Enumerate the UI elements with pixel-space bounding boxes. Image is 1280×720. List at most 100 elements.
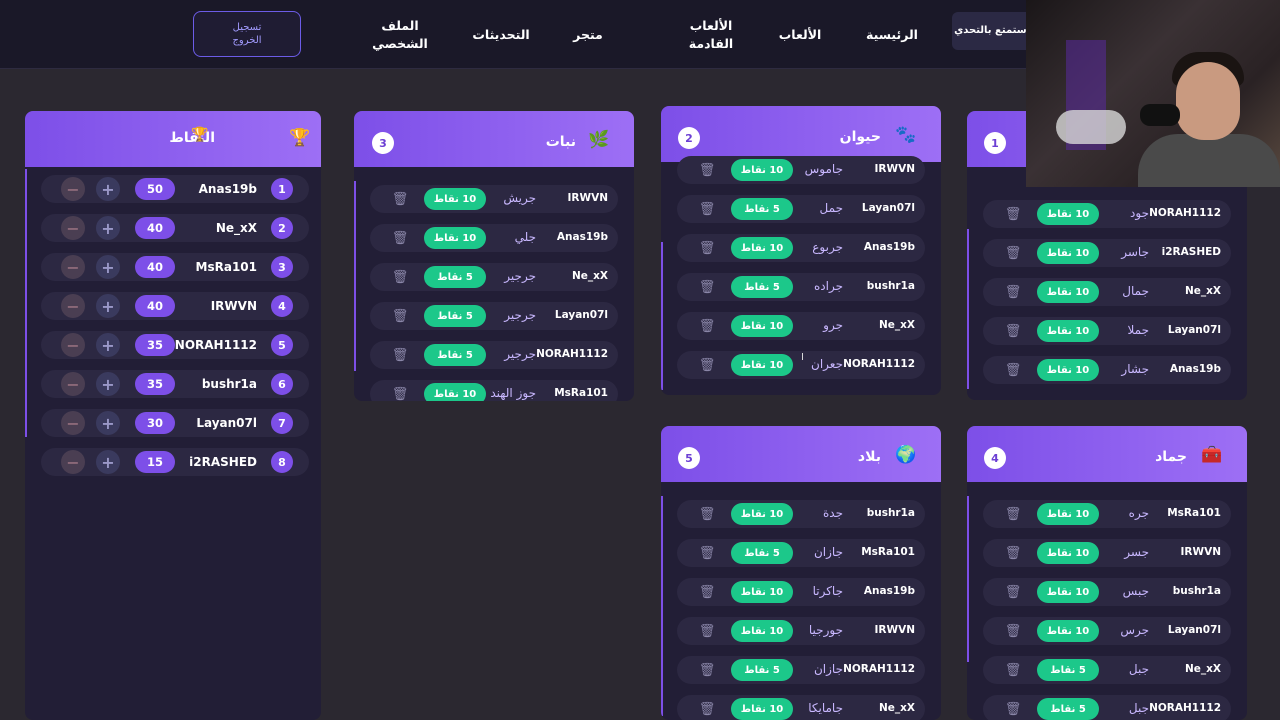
points-badge[interactable]: 10 نقاط bbox=[424, 227, 486, 249]
trash-icon[interactable]: 🗑 bbox=[391, 191, 409, 207]
trash-icon[interactable]: 🗑 bbox=[698, 162, 716, 178]
trash-icon[interactable]: 🗑 bbox=[391, 386, 409, 402]
trash-icon[interactable]: 🗑 bbox=[391, 230, 409, 246]
trash-icon[interactable]: 🗑 bbox=[1004, 284, 1022, 300]
trash-icon[interactable]: 🗑 bbox=[698, 623, 716, 639]
trash-icon[interactable]: 🗑 bbox=[1004, 245, 1022, 261]
scroll-indicator[interactable] bbox=[967, 496, 969, 662]
trash-icon[interactable]: 🗑 bbox=[1004, 662, 1022, 678]
points-badge[interactable]: 5 نقاط bbox=[731, 659, 793, 681]
trash-icon[interactable]: 🗑 bbox=[698, 701, 716, 717]
trash-icon[interactable]: 🗑 bbox=[1004, 362, 1022, 378]
points-badge[interactable]: 10 نقاط bbox=[731, 237, 793, 259]
trash-icon[interactable]: 🗑 bbox=[698, 318, 716, 334]
challenge-button[interactable]: استمتع بالتحدي bbox=[952, 12, 1038, 50]
points-badge[interactable]: 5 نقاط bbox=[424, 266, 486, 288]
trash-icon[interactable]: 🗑 bbox=[698, 279, 716, 295]
scroll-indicator[interactable] bbox=[25, 169, 27, 437]
answer-row: 🗑 5 نقاط جازان NORAH1112 bbox=[677, 656, 925, 684]
trash-icon[interactable]: 🗑 bbox=[391, 308, 409, 324]
points-badge[interactable]: 5 نقاط bbox=[731, 198, 793, 220]
decrease-score-button[interactable]: − bbox=[61, 333, 85, 357]
nav-challenges[interactable]: التحديثات bbox=[472, 27, 530, 42]
increase-score-button[interactable]: + bbox=[96, 411, 120, 435]
points-badge[interactable]: 5 نقاط bbox=[1037, 659, 1099, 681]
trash-icon[interactable]: 🗑 bbox=[391, 269, 409, 285]
points-badge[interactable]: 10 نقاط bbox=[1037, 542, 1099, 564]
points-badge[interactable]: 10 نقاط bbox=[1037, 359, 1099, 381]
points-badge[interactable]: 10 نقاط bbox=[731, 159, 793, 181]
decrease-score-button[interactable]: − bbox=[61, 216, 85, 240]
points-badge[interactable]: 10 نقاط bbox=[1037, 620, 1099, 642]
scroll-indicator[interactable] bbox=[354, 181, 356, 371]
player-name: Layan07l bbox=[861, 202, 915, 214]
logout-button[interactable]: تسجيل الخروج bbox=[193, 11, 301, 57]
points-badge[interactable]: 10 نقاط bbox=[731, 315, 793, 337]
nav-store[interactable]: متجر bbox=[573, 27, 603, 42]
answer-row: 🗑 10 نقاط جاموس IRWVN bbox=[677, 156, 925, 184]
points-badge[interactable]: 10 نقاط bbox=[1037, 242, 1099, 264]
points-badge[interactable]: 10 نقاط bbox=[424, 383, 486, 401]
increase-score-button[interactable]: + bbox=[96, 177, 120, 201]
microphone bbox=[1140, 104, 1180, 126]
points-badge[interactable]: 10 نقاط bbox=[1037, 503, 1099, 525]
decrease-score-button[interactable]: − bbox=[61, 372, 85, 396]
increase-score-button[interactable]: + bbox=[96, 294, 120, 318]
decrease-score-button[interactable]: − bbox=[61, 294, 85, 318]
points-badge[interactable]: 10 نقاط bbox=[731, 354, 793, 376]
trash-icon[interactable]: 🗑 bbox=[698, 584, 716, 600]
nav-upcoming-games[interactable]: الألعاب القادمة bbox=[688, 18, 734, 51]
trash-icon[interactable]: 🗑 bbox=[1004, 623, 1022, 639]
answer-row: 🗑 5 نقاط جازان MsRa101 bbox=[677, 539, 925, 567]
trash-icon[interactable]: 🗑 bbox=[1004, 323, 1022, 339]
points-badge[interactable]: 10 نقاط bbox=[731, 503, 793, 525]
trash-icon[interactable]: 🗑 bbox=[391, 347, 409, 363]
points-badge[interactable]: 10 نقاط bbox=[731, 620, 793, 642]
points-badge[interactable]: 5 نقاط bbox=[424, 305, 486, 327]
trash-icon[interactable]: 🗑 bbox=[1004, 506, 1022, 522]
increase-score-button[interactable]: + bbox=[96, 255, 120, 279]
trash-icon[interactable]: 🗑 bbox=[1004, 701, 1022, 717]
answer-row: 🗑 10 نقاط جود NORAH1112 bbox=[983, 200, 1231, 228]
answer-word: جرجير bbox=[504, 347, 536, 361]
trash-icon[interactable]: 🗑 bbox=[1004, 206, 1022, 222]
points-badge[interactable]: 10 نقاط bbox=[1037, 320, 1099, 342]
trash-icon[interactable]: 🗑 bbox=[1004, 545, 1022, 561]
points-badge[interactable]: 10 نقاط bbox=[1037, 281, 1099, 303]
nav-home[interactable]: الرئيسية bbox=[866, 27, 918, 42]
decrease-score-button[interactable]: − bbox=[61, 255, 85, 279]
decrease-score-button[interactable]: − bbox=[61, 450, 85, 474]
points-badge[interactable]: 5 نقاط bbox=[731, 542, 793, 564]
rank-badge: 8 bbox=[271, 451, 293, 473]
trash-icon[interactable]: 🗑 bbox=[698, 201, 716, 217]
points-badge[interactable]: 10 نقاط bbox=[1037, 203, 1099, 225]
trophy-icon: 🏆 bbox=[289, 128, 311, 148]
points-badge[interactable]: 10 نقاط bbox=[424, 188, 486, 210]
decrease-score-button[interactable]: − bbox=[61, 177, 85, 201]
points-badge[interactable]: 5 نقاط bbox=[731, 276, 793, 298]
increase-score-button[interactable]: + bbox=[96, 333, 120, 357]
answer-row: 🗑 10 نقاط جربوع Anas19b bbox=[677, 234, 925, 262]
trash-icon[interactable]: 🗑 bbox=[1004, 584, 1022, 600]
trash-icon[interactable]: 🗑 bbox=[698, 545, 716, 561]
increase-score-button[interactable]: + bbox=[96, 216, 120, 240]
decrease-score-button[interactable]: − bbox=[61, 411, 85, 435]
points-badge[interactable]: 5 نقاط bbox=[424, 344, 486, 366]
trash-icon[interactable]: 🗑 bbox=[698, 506, 716, 522]
trash-icon[interactable]: 🗑 bbox=[698, 240, 716, 256]
trash-icon[interactable]: 🗑 bbox=[698, 357, 716, 373]
points-badge[interactable]: 10 نقاط bbox=[731, 581, 793, 603]
nav-profile[interactable]: الملف الشخصي bbox=[372, 18, 428, 51]
trash-icon[interactable]: 🗑 bbox=[698, 662, 716, 678]
scroll-indicator[interactable] bbox=[661, 242, 663, 390]
points-badge[interactable]: 10 نقاط bbox=[731, 698, 793, 720]
score-row: − +30 Layan07l 7 bbox=[41, 409, 309, 437]
increase-score-button[interactable]: + bbox=[96, 372, 120, 396]
nav-games[interactable]: الألعاب bbox=[778, 27, 822, 42]
panel-number: 4 bbox=[984, 447, 1006, 469]
points-badge[interactable]: 5 نقاط bbox=[1037, 698, 1099, 720]
increase-score-button[interactable]: + bbox=[96, 450, 120, 474]
scroll-indicator[interactable] bbox=[661, 496, 663, 716]
scroll-indicator[interactable] bbox=[967, 229, 969, 389]
points-badge[interactable]: 10 نقاط bbox=[1037, 581, 1099, 603]
